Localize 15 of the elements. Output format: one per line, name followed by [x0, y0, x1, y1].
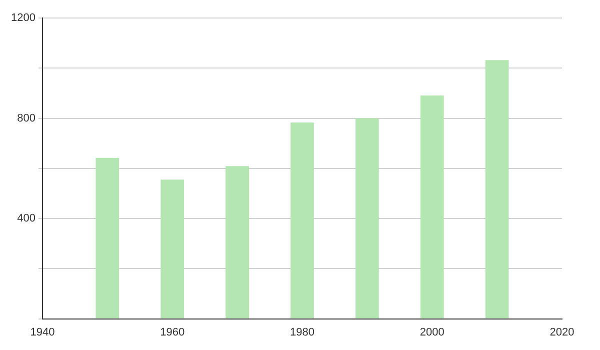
- x-tick-label: 1980: [290, 326, 314, 338]
- bar: [160, 180, 184, 318]
- y-tick-label: 800: [17, 112, 36, 124]
- x-tick-label: 1940: [30, 326, 55, 338]
- y-tick-label: 1200: [10, 12, 36, 24]
- y-tick-label: 400: [17, 212, 36, 225]
- x-tick-label: 2020: [550, 326, 574, 338]
- x-tick-label: 2000: [420, 326, 444, 338]
- bar: [290, 122, 314, 318]
- bar: [485, 60, 509, 318]
- x-tick-label: 1960: [160, 326, 185, 338]
- bar: [96, 158, 120, 318]
- bar: [420, 95, 444, 318]
- bar: [355, 118, 379, 318]
- bar: [226, 166, 249, 318]
